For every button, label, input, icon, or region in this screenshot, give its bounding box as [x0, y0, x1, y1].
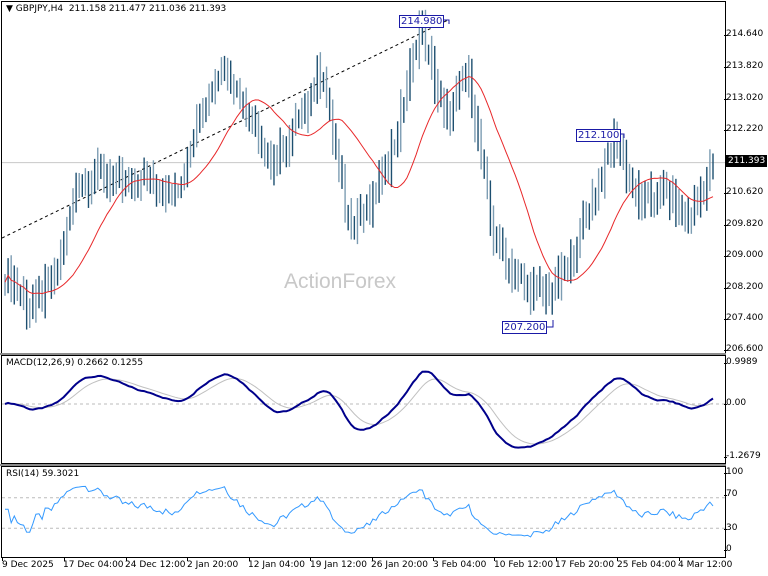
time-tick	[126, 557, 127, 561]
price-tick: 214.640	[723, 29, 764, 39]
macd-chart-svg	[2, 370, 725, 449]
time-label: 4 Mar 12:00	[678, 560, 733, 570]
time-tick	[310, 557, 311, 561]
rsi-tick: 0	[724, 544, 732, 554]
time-tick	[2, 557, 3, 561]
time-tick	[494, 557, 495, 561]
time-tick	[433, 557, 434, 561]
symbol-label: ▼ GBPJPY,H4	[6, 4, 64, 14]
price-axis: 214.640 213.820 213.020 212.220 210.620 …	[723, 0, 768, 354]
pane-separator[interactable]	[0, 353, 726, 355]
time-tick	[556, 557, 557, 561]
time-label: 24 Dec 12:00	[125, 560, 186, 570]
annotation-high: 214.980	[399, 15, 445, 28]
price-tick: 210.620	[723, 187, 764, 197]
price-chart-svg	[2, 9, 725, 330]
pane-separator[interactable]	[0, 464, 726, 466]
rsi-axis: 100 70 30 0	[723, 466, 768, 557]
price-tick: 209.000	[723, 250, 764, 260]
time-label: 26 Jan 20:00	[371, 560, 428, 570]
time-label: 17 Feb 20:00	[555, 560, 615, 570]
macd-tick: 0.00	[723, 398, 747, 408]
time-label: 25 Feb 04:00	[617, 560, 677, 570]
macd-tick: -1.2679	[724, 451, 761, 461]
time-label: 17 Dec 04:00	[63, 560, 124, 570]
macd-label: MACD(12,26,9) 0.2662 0.1255	[6, 358, 144, 368]
time-tick	[249, 557, 250, 561]
time-label: 3 Feb 04:00	[433, 560, 487, 570]
time-tick	[372, 557, 373, 561]
price-tick: 208.200	[723, 282, 764, 292]
current-price-badge: 211.393	[726, 155, 768, 167]
rsi-chart-svg	[2, 485, 725, 538]
chart-title: ▼ GBPJPY,H4 211.158 211.477 211.036 211.…	[6, 4, 226, 14]
macd-tick: 0.9989	[724, 357, 758, 367]
time-tick	[617, 557, 618, 561]
rsi-label: RSI(14) 59.3021	[6, 469, 80, 479]
price-tick: 213.820	[723, 61, 764, 71]
annotation-swing-high: 212.100	[576, 129, 622, 142]
rsi-tick: 100	[723, 467, 744, 477]
rsi-pane[interactable]: RSI(14) 59.3021	[1, 466, 726, 558]
watermark: ActionForex	[284, 270, 397, 293]
time-label: 19 Jan 12:00	[310, 560, 367, 570]
time-label: 2 Jan 20:00	[187, 560, 239, 570]
time-axis: 9 Dec 2025 17 Dec 04:00 24 Dec 12:00 2 J…	[0, 557, 768, 576]
time-tick	[187, 557, 188, 561]
price-tick: 213.020	[723, 93, 764, 103]
price-tick: 206.600	[723, 344, 764, 354]
macd-axis: 0.9989 0.00 -1.2679	[723, 355, 768, 463]
price-tick: 212.220	[723, 124, 764, 134]
time-label: 12 Jan 04:00	[248, 560, 305, 570]
price-tick: 207.400	[723, 313, 764, 323]
time-tick	[679, 557, 680, 561]
price-tick: 209.820	[723, 219, 764, 229]
time-label: 10 Feb 12:00	[494, 560, 554, 570]
time-tick	[64, 557, 65, 561]
price-pane[interactable]: ▼ GBPJPY,H4 211.158 211.477 211.036 211.…	[1, 1, 726, 354]
time-label: 9 Dec 2025	[2, 560, 54, 570]
rsi-tick: 70	[723, 489, 738, 499]
annotation-low: 207.200	[502, 321, 548, 334]
rsi-tick: 30	[723, 523, 738, 533]
ohlc-label: 211.158 211.477 211.036 211.393	[68, 4, 227, 14]
macd-pane[interactable]: MACD(12,26,9) 0.2662 0.1255	[1, 355, 726, 464]
